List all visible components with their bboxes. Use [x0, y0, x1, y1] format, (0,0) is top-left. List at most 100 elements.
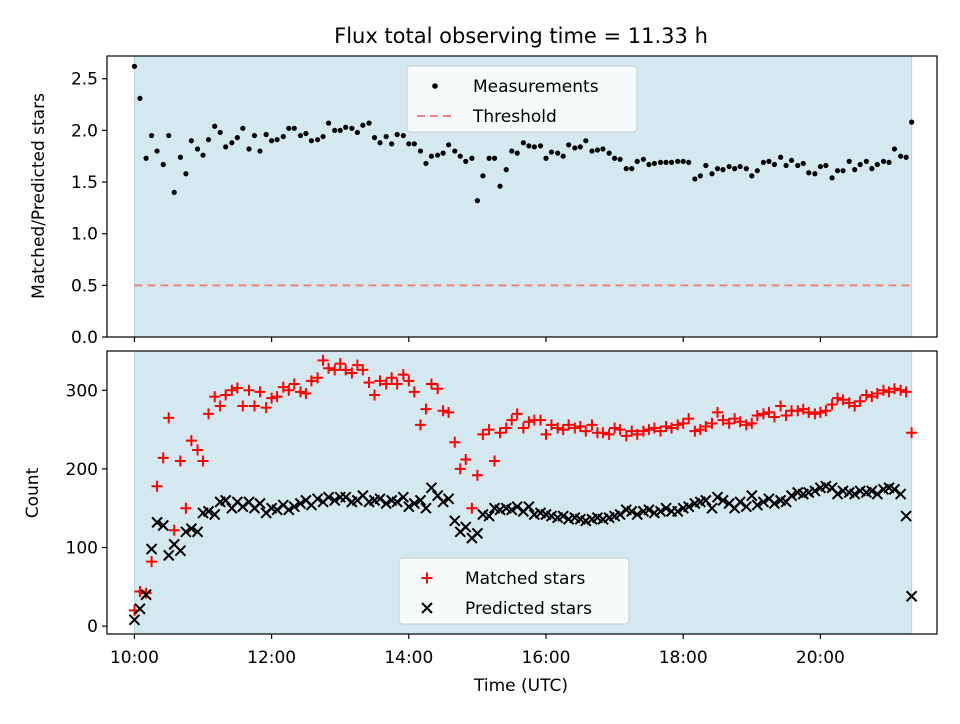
matched-star-point — [403, 375, 415, 387]
matched-star-point — [283, 384, 295, 396]
measurement-point — [491, 155, 498, 161]
x-tick-label: 16:00 — [522, 648, 571, 668]
measurement-point — [503, 167, 509, 173]
legend-marker-measurements — [432, 83, 438, 89]
matched-star-point — [248, 400, 260, 412]
predicted-star-point — [706, 502, 718, 514]
measurement-point — [823, 162, 829, 169]
measurement-point — [583, 138, 589, 144]
matched-star-point — [535, 414, 547, 426]
legend-label: Threshold — [472, 107, 557, 127]
measurement-point — [543, 155, 549, 161]
plot-frame — [106, 55, 938, 338]
measurement-point — [692, 176, 698, 182]
matched-star-point — [140, 587, 152, 599]
matched-star-point — [569, 422, 581, 434]
legend: Measurements Threshold — [406, 65, 638, 133]
matched-star-point — [746, 417, 758, 429]
measurement-point — [800, 160, 806, 167]
predicted-star-point — [682, 500, 695, 513]
measurement-point — [600, 146, 606, 152]
measurement-point — [754, 168, 760, 174]
measurement-point — [246, 146, 252, 152]
measurement-point — [452, 148, 458, 154]
predicted-star-point — [768, 497, 781, 510]
matched-star-point — [506, 414, 518, 426]
y-tick-label: 200 — [66, 460, 98, 480]
measurement-point — [200, 152, 206, 158]
measurement-point — [520, 140, 526, 146]
measurement-point — [612, 155, 618, 161]
predicted-star-point — [140, 588, 152, 601]
measurement-point — [308, 138, 315, 144]
legend-marker-predicted — [421, 602, 433, 614]
predicted-star-point — [442, 493, 455, 505]
predicted-star-point — [340, 491, 352, 503]
predicted-star-point — [237, 500, 249, 513]
x-tick-label: 12:00 — [247, 648, 296, 668]
plot-layer: 0.0 0.5 1.0 1.5 2.0 2.5 Measurements Threshold 0… — [66, 55, 938, 668]
plot-frame — [106, 350, 938, 635]
measurement-point — [526, 143, 532, 149]
matched-star-point — [545, 419, 557, 431]
measurement-point — [760, 159, 767, 166]
measurement-point — [383, 133, 389, 140]
measurement-point — [880, 158, 887, 164]
matched-star-point — [203, 408, 215, 420]
measurement-point — [675, 158, 681, 164]
matched-star-point — [837, 394, 849, 406]
measurement-point — [766, 158, 772, 164]
measurement-point — [205, 137, 212, 143]
predicted-star-point — [408, 497, 421, 510]
measurement-point — [440, 150, 446, 156]
predicted-star-point — [208, 508, 221, 521]
predicted-star-point — [740, 500, 753, 513]
measurement-point — [874, 161, 880, 168]
measurement-point — [640, 156, 647, 162]
matched-star-point — [900, 386, 912, 398]
predicted-star-point — [380, 497, 392, 510]
measurement-point — [537, 143, 544, 149]
measurement-point — [234, 135, 240, 141]
matched-star-point — [763, 406, 775, 418]
matched-star-point — [231, 382, 243, 394]
matched-star-point — [500, 422, 512, 434]
measurement-point — [171, 189, 177, 195]
measurement-point — [743, 166, 749, 172]
y-tick-label: 2.0 — [71, 121, 98, 141]
measurement-point — [577, 144, 583, 150]
measurement-point — [349, 125, 355, 131]
predicted-star-point — [888, 483, 901, 496]
matched-star-point — [780, 409, 792, 421]
legend-label: Measurements — [473, 77, 599, 97]
legend-label: Matched stars — [465, 569, 585, 589]
series-matched-stars — [128, 354, 918, 616]
measurement-point — [371, 135, 378, 141]
measurement-point — [337, 127, 343, 133]
matched-star-point — [717, 414, 729, 426]
matched-star-point — [454, 463, 466, 475]
matched-star-point — [586, 419, 598, 431]
matched-star-point — [655, 425, 667, 437]
matched-star-point — [185, 435, 197, 447]
measurement-point — [486, 155, 492, 161]
matched-star-point — [877, 384, 889, 396]
y-tick-label: 1.5 — [71, 173, 98, 193]
matched-star-point — [157, 452, 169, 464]
y-tick-label: 100 — [66, 539, 98, 559]
measurement-point — [869, 166, 875, 172]
predicted-star-point — [128, 614, 141, 626]
matched-star-point — [477, 428, 489, 440]
matched-star-point — [895, 384, 907, 396]
y-axis-label-bottom: Count — [23, 467, 43, 518]
measurement-point — [400, 132, 406, 139]
matched-star-point — [849, 400, 861, 412]
predicted-star-point — [163, 549, 175, 562]
matched-star-point — [237, 400, 249, 412]
matched-star-point — [408, 386, 420, 398]
chart-title: Flux total observing time = 11.33 h — [334, 24, 708, 48]
measurement-point — [435, 152, 441, 158]
matched-star-point — [711, 406, 723, 418]
matched-star-point — [380, 378, 392, 390]
predicted-star-point — [711, 491, 724, 503]
